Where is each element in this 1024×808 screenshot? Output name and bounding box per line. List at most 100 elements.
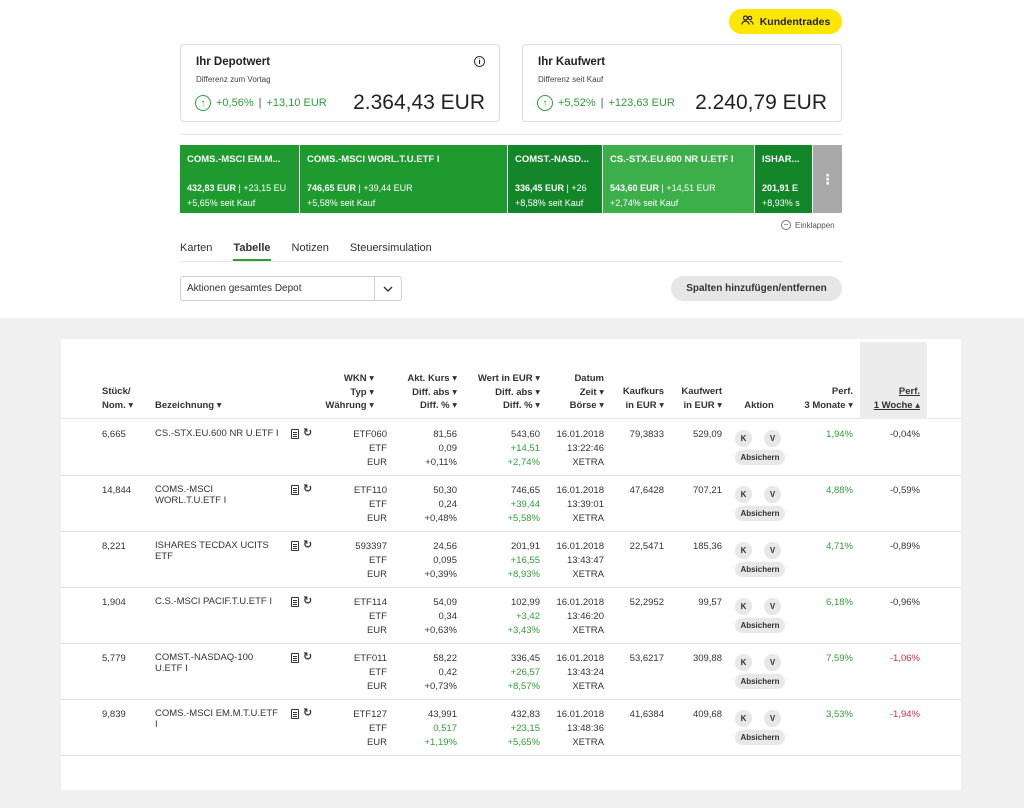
collapse-toggle[interactable]: − Einklappen (781, 220, 835, 230)
refresh-icon[interactable]: ↻ (303, 539, 313, 551)
cell-kurs: 81,56 0,09 +0,11% (425, 428, 457, 470)
verkaufen-button[interactable]: V (764, 430, 781, 447)
typ: ETF (369, 723, 387, 734)
tile-value-line: 336,45 EUR | +26 (515, 183, 587, 193)
cell-wert: 201,91 +16,55 +8,93% (508, 540, 541, 582)
header-perf-1w[interactable]: Perf. 1 Woche ▴ (874, 385, 920, 412)
zeit: 13:43:47 (567, 555, 604, 566)
wert: 102,99 (510, 597, 540, 608)
verkaufen-button[interactable]: V (764, 710, 781, 727)
verkaufen-button[interactable]: V (764, 486, 781, 503)
boerse: XETRA (572, 457, 604, 468)
cell-perf-3m: 7,59% (826, 653, 853, 664)
position-tile[interactable]: ISHAR... 201,91 E +8,93% s (755, 145, 813, 213)
absichern-button[interactable]: Absichern (735, 730, 785, 745)
cell-bezeichnung[interactable]: COMS.-MSCI WORL.T.U.ETF I (155, 484, 226, 506)
header-kurs[interactable]: Akt. Kurs ▾ Diff. abs ▾ Diff. % ▾ (407, 372, 457, 413)
cell-kaufkurs: 47,6428 (629, 485, 664, 496)
document-icon[interactable] (291, 429, 299, 439)
absichern-button[interactable]: Absichern (735, 674, 785, 689)
verkaufen-button[interactable]: V (764, 654, 781, 671)
refresh-icon[interactable]: ↻ (303, 427, 313, 439)
absichern-button[interactable]: Absichern (735, 506, 785, 521)
tab-tabelle[interactable]: Tabelle (233, 242, 271, 261)
kaufwert-change-abs: +123,63 EUR (608, 97, 675, 109)
tile-perf: +5,65% seit Kauf (187, 198, 256, 208)
refresh-icon[interactable]: ↻ (303, 707, 313, 719)
kaufen-button[interactable]: K (735, 486, 752, 503)
name-line: COMS.-MSCI (155, 484, 214, 495)
verkaufen-button[interactable]: V (764, 598, 781, 615)
header-stueck[interactable]: Stück/ Nom. ▾ (102, 385, 133, 412)
absichern-button[interactable]: Absichern (735, 450, 785, 465)
cell-datum: 16.01.2018 13:46:20 XETRA (556, 596, 604, 638)
tile-perf: +8,93% s (762, 198, 800, 208)
position-tile[interactable]: COMS.-MSCI EM.M... 432,83 EUR | +23,15 E… (180, 145, 300, 213)
kurs-diff: 0,24 (438, 499, 458, 510)
kundentrades-label: Kundentrades (759, 15, 831, 28)
header-line: Kaufwert (681, 386, 722, 397)
cell-kaufwert: 309,88 (692, 653, 722, 664)
sorted-cell-bg (860, 700, 927, 755)
cell-bezeichnung[interactable]: C.S.-MSCI PACIF.T.U.ETF I (155, 596, 272, 607)
position-tile[interactable]: CS.-STX.EU.600 NR U.ETF I 543,60 EUR | +… (603, 145, 755, 213)
cell-bezeichnung[interactable]: ISHARES TECDAX UCITS ETF (155, 540, 269, 562)
document-icon[interactable] (291, 709, 299, 719)
kaufwert-subtitle: Differenz seit Kauf (538, 75, 604, 84)
chevron-down-icon[interactable] (374, 277, 401, 300)
table-row: 14,844 COMS.-MSCI WORL.T.U.ETF I ↻ ETF110 E… (61, 476, 961, 532)
cell-bezeichnung[interactable]: COMST.-NASDAQ-100 U.ETF I (155, 652, 253, 674)
kaufen-button[interactable]: K (735, 598, 752, 615)
more-vertical-icon[interactable]: ⋮ (813, 145, 842, 213)
document-icon[interactable] (291, 653, 299, 663)
header-wert[interactable]: Wert in EUR ▾ Diff. abs ▾ Diff. % ▾ (478, 372, 540, 413)
position-tile[interactable]: COMST.-NASD... 336,45 EUR | +26 +8,58% s… (508, 145, 603, 213)
kaufen-button[interactable]: K (735, 542, 752, 559)
kurs: 43,991 (427, 709, 457, 720)
wert-pct: +3,43% (507, 625, 541, 636)
tile-perf: +2,74% seit Kauf (610, 198, 679, 208)
absichern-button[interactable]: Absichern (735, 562, 785, 577)
kaufen-button[interactable]: K (735, 654, 752, 671)
document-icon[interactable] (291, 541, 299, 551)
header-datum[interactable]: Datum Zeit ▾ Börse ▾ (570, 372, 604, 413)
table-row: 5,779 COMST.-NASDAQ-100 U.ETF I ↻ ETF011 ET… (61, 644, 961, 700)
kurs-pct: +0,73% (424, 681, 458, 692)
refresh-icon[interactable]: ↻ (303, 483, 313, 495)
separator: | (258, 97, 262, 109)
wert: 336,45 (510, 653, 540, 664)
datum: 16.01.2018 (556, 485, 604, 496)
depotwert-change-abs: +13,10 EUR (266, 97, 327, 109)
document-icon[interactable] (291, 597, 299, 607)
position-tile[interactable]: COMS.-MSCI WORL.T.U.ETF I 746,65 EUR | +… (300, 145, 508, 213)
depotwert-title: Ihr Depotwert (196, 56, 271, 68)
absichern-button[interactable]: Absichern (735, 618, 785, 633)
kundentrades-button[interactable]: Kundentrades (729, 9, 842, 34)
datum: 16.01.2018 (556, 541, 604, 552)
header-bezeichnung[interactable]: Bezeichnung ▾ (155, 400, 222, 411)
header-kaufwert[interactable]: Kaufwert in EUR ▾ (681, 385, 722, 412)
refresh-icon[interactable]: ↻ (303, 651, 313, 663)
boerse: XETRA (572, 681, 604, 692)
kaufen-button[interactable]: K (735, 710, 752, 727)
tab-steuersimulation[interactable]: Steuersimulation (349, 242, 432, 254)
info-icon[interactable]: i (474, 56, 485, 67)
kaufen-button[interactable]: K (735, 430, 752, 447)
document-icon[interactable] (291, 485, 299, 495)
tile-value-line: 543,60 EUR | +14,51 EUR (610, 183, 716, 193)
cell-perf-1w: -0,89% (889, 541, 920, 552)
cell-perf-3m: 4,71% (826, 541, 853, 552)
tab-karten[interactable]: Karten (180, 242, 213, 254)
header-kaufkurs[interactable]: Kaufkurs in EUR ▾ (623, 385, 664, 412)
tab-notizen[interactable]: Notizen (291, 242, 329, 254)
header-line: Diff. abs ▾ (412, 386, 457, 398)
cell-perf-3m: 3,53% (826, 709, 853, 720)
spalten-button[interactable]: Spalten hinzufügen/entfernen (671, 276, 842, 301)
header-wkn[interactable]: WKN ▾ Typ ▾ Währung ▾ (325, 372, 374, 413)
depot-filter-select[interactable]: Aktionen gesamtes Depot (180, 276, 402, 301)
cell-bezeichnung[interactable]: CS.-STX.EU.600 NR U.ETF I (155, 428, 279, 439)
cell-bezeichnung[interactable]: COMS.-MSCI EM.M.T.U.ETF I (155, 708, 278, 730)
header-perf-3m[interactable]: Perf. 3 Monate ▾ (804, 385, 853, 412)
verkaufen-button[interactable]: V (764, 542, 781, 559)
refresh-icon[interactable]: ↻ (303, 595, 313, 607)
